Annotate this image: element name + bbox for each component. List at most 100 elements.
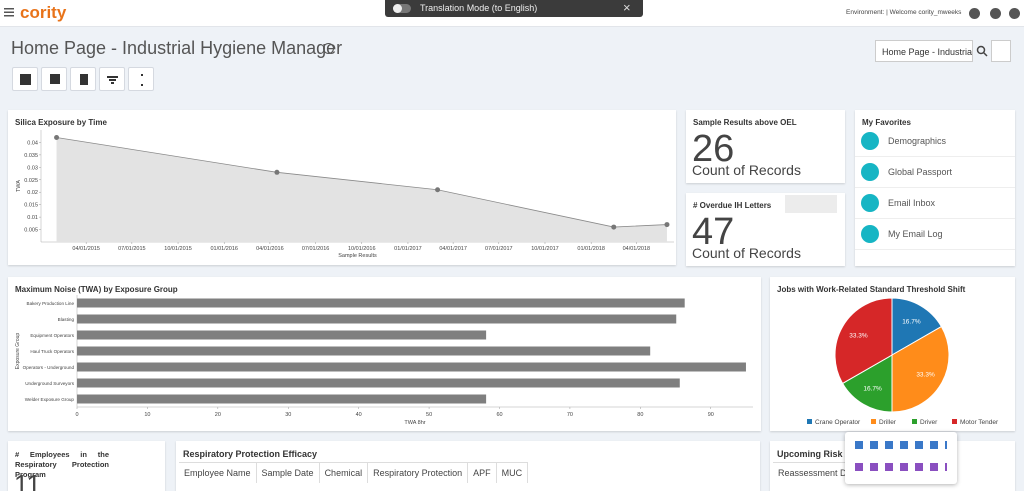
legend-swatch: [952, 419, 957, 424]
card-title: # Overdue IH Letters: [693, 201, 772, 210]
bar: [77, 314, 677, 324]
app-icons[interactable]: [855, 441, 947, 449]
bar: [77, 378, 680, 388]
toggle[interactable]: [393, 4, 411, 13]
bar: [77, 330, 487, 340]
app-launcher: [845, 432, 957, 484]
favorite-label: Global Passport: [888, 167, 953, 177]
legend-label: Driller: [879, 419, 897, 426]
favorite-item[interactable]: Global Passport: [855, 157, 1015, 188]
x-tick-label: 04/01/2016: [256, 246, 284, 252]
y-tick-label: Haul Truck Operators: [30, 349, 74, 354]
column-header: MUC: [496, 462, 529, 483]
bar: [77, 346, 651, 356]
bar: [77, 394, 487, 404]
x-tick-label: 0: [75, 412, 78, 418]
favorite-icon: [861, 132, 879, 150]
x-tick-label: 07/01/2017: [485, 246, 513, 252]
x-tick-label: 04/01/2015: [72, 246, 100, 252]
noise-chart: 0 10 20 30 40 50 60 70 80 90 TWA 8hr Exposure Group…: [15, 295, 753, 426]
pie-slice: [841, 354, 893, 413]
card-title: # Employees in the Respiratory Protectio…: [15, 450, 109, 479]
card-title: Upcoming Risk As: [777, 449, 857, 459]
info-icon[interactable]: [323, 43, 334, 54]
respiratory-card: # Employees in the Respiratory Protectio…: [8, 441, 165, 491]
favorite-item[interactable]: My Email Log: [855, 219, 1015, 250]
x-tick-label: 90: [708, 412, 714, 418]
count-value: 26: [692, 128, 735, 170]
column-header: Employee Name: [179, 462, 257, 483]
card-title: Jobs with Work-Related Standard Threshol…: [777, 285, 966, 294]
menu-icon[interactable]: [4, 8, 14, 17]
favorite-item[interactable]: Email Inbox: [855, 188, 1015, 219]
x-tick-label: 50: [426, 412, 432, 418]
favorite-label: My Email Log: [888, 229, 943, 239]
pie-slice: [834, 297, 893, 385]
top-bar: cority Translation Mode (to English) × E…: [0, 0, 1024, 27]
favorites-card: My Favorites Demographics Global Passport…: [855, 110, 1015, 266]
legend-swatch: [912, 419, 917, 424]
legend-label: Driver: [920, 419, 938, 426]
translation-banner: Translation Mode (to English) ×: [385, 0, 643, 17]
efficacy-card: Respiratory Protection Efficacy Employee…: [176, 441, 760, 491]
filter-button[interactable]: [99, 67, 125, 91]
silica-chart: 0.005 0.01 0.015 0.02 0.025 0.03 0.035 0.04 04/0…: [16, 130, 674, 259]
pie-card: Jobs with Work-Related Standard Threshol…: [770, 277, 1015, 431]
user-info: Environment: | Welcome cority_mweeks: [846, 9, 962, 16]
point: [664, 222, 670, 228]
count-value: 11: [14, 469, 41, 491]
x-tick-label: 10/01/2017: [531, 246, 559, 252]
count-caption: Count of Records: [692, 162, 801, 178]
pie-slice: [891, 297, 943, 356]
overdue-card: # Overdue IH Letters 47 Count of Records: [686, 193, 845, 266]
y-tick-label: 0.035: [24, 153, 38, 159]
pie-chart: 16.7% 33.3% 16.7% 33.3% Crane Operator Drille…: [807, 297, 999, 426]
x-tick-label: 70: [567, 412, 573, 418]
x-tick-label: 01/01/2016: [210, 246, 238, 252]
page-title: Home Page - Industrial Hygiene Manager: [11, 38, 343, 58]
more-button[interactable]: [128, 67, 154, 91]
x-tick-label: 30: [285, 412, 291, 418]
y-tick-label: Welder Exposure Group: [25, 397, 75, 402]
app-icons[interactable]: [855, 463, 947, 471]
x-tick-label: 01/01/2017: [394, 246, 422, 252]
globe-icon[interactable]: [969, 8, 980, 19]
noise-card: Maximum Noise (TWA) by Exposure Group 0 1…: [8, 277, 761, 431]
account-icon[interactable]: [1009, 8, 1020, 19]
brand[interactable]: cority: [20, 3, 67, 22]
save-button[interactable]: [41, 67, 67, 91]
x-tick-label: 20: [215, 412, 221, 418]
favorite-icon: [861, 194, 879, 212]
close-icon[interactable]: ×: [623, 0, 631, 15]
count-value: 47: [692, 211, 735, 253]
y-tick-label: 0.03: [27, 165, 38, 171]
pin-button[interactable]: [991, 40, 1011, 62]
point: [611, 224, 617, 230]
card-title: Silica Exposure by Time: [15, 118, 107, 127]
card-tools[interactable]: [785, 195, 837, 213]
add-button[interactable]: [12, 67, 38, 91]
help-icon[interactable]: [990, 8, 1001, 19]
y-axis-label: Exposure Group: [15, 333, 21, 370]
legend-swatch: [871, 419, 876, 424]
y-tick-label: Equipment Operators: [30, 333, 74, 338]
x-tick-label: 10/01/2016: [348, 246, 376, 252]
favorite-item[interactable]: Demographics: [855, 126, 1015, 157]
card-title: My Favorites: [862, 118, 911, 127]
point: [54, 134, 60, 140]
translation-label: Translation Mode (to English): [420, 3, 538, 13]
column-header: Sample Date: [256, 462, 320, 483]
dashboard-select[interactable]: Home Page - Industria: [875, 40, 973, 62]
bar: [77, 362, 746, 372]
y-tick-label: 0.005: [24, 228, 38, 234]
x-tick-label: 07/01/2016: [302, 246, 330, 252]
slice-label: 33.3%: [916, 371, 935, 378]
x-tick-label: 04/01/2017: [439, 246, 467, 252]
y-tick-label: 0.015: [24, 203, 38, 209]
search-icon[interactable]: [976, 45, 988, 57]
slice-label: 16.7%: [902, 318, 921, 325]
point: [274, 169, 280, 175]
y-tick-label: Operators - Underground: [23, 365, 75, 370]
delete-button[interactable]: [70, 67, 96, 91]
